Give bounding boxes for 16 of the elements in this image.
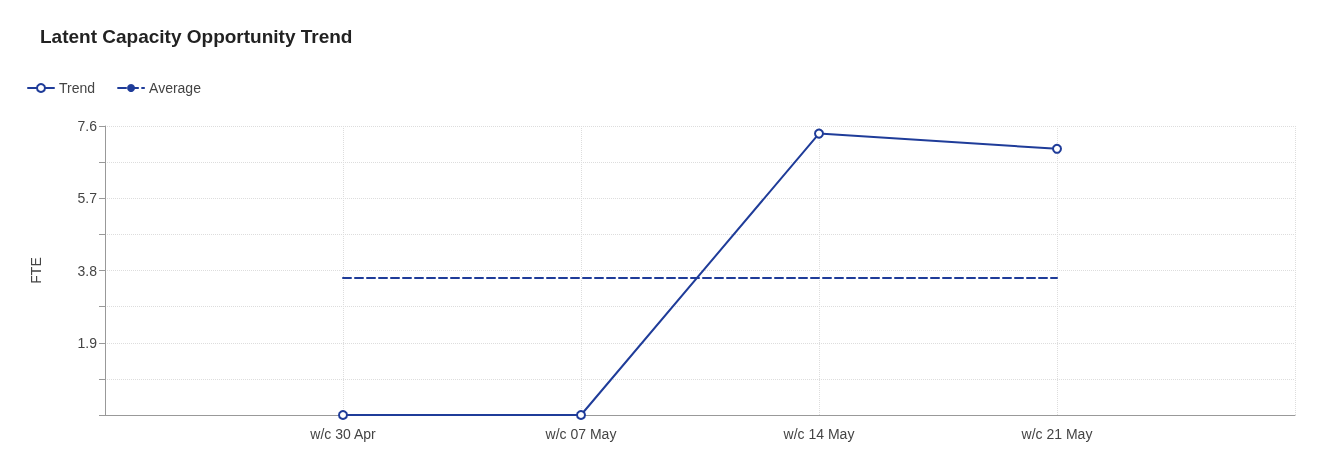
y-axis-title: FTE — [28, 257, 44, 284]
legend-label: Average — [149, 80, 202, 96]
point — [1052, 143, 1062, 154]
chart-title: Latent Capacity Opportunity Trend — [40, 26, 353, 47]
point — [338, 410, 348, 420]
y-tick-label: 1.9 — [77, 334, 98, 351]
x-tick-label: w/c 14 May — [782, 426, 855, 442]
x-tick-label: w/c 07 May — [544, 426, 617, 442]
legend-label: Trend — [59, 80, 96, 96]
y-tick-label: 5.7 — [77, 190, 98, 207]
y-tick-label: 7.6 — [77, 118, 98, 134]
point — [576, 410, 586, 420]
x-tick-label: w/c 30 Apr — [309, 426, 377, 442]
y-tick-label: 3.8 — [77, 262, 98, 279]
x-tick-label: w/c 21 May — [1020, 426, 1093, 442]
point — [814, 128, 824, 139]
